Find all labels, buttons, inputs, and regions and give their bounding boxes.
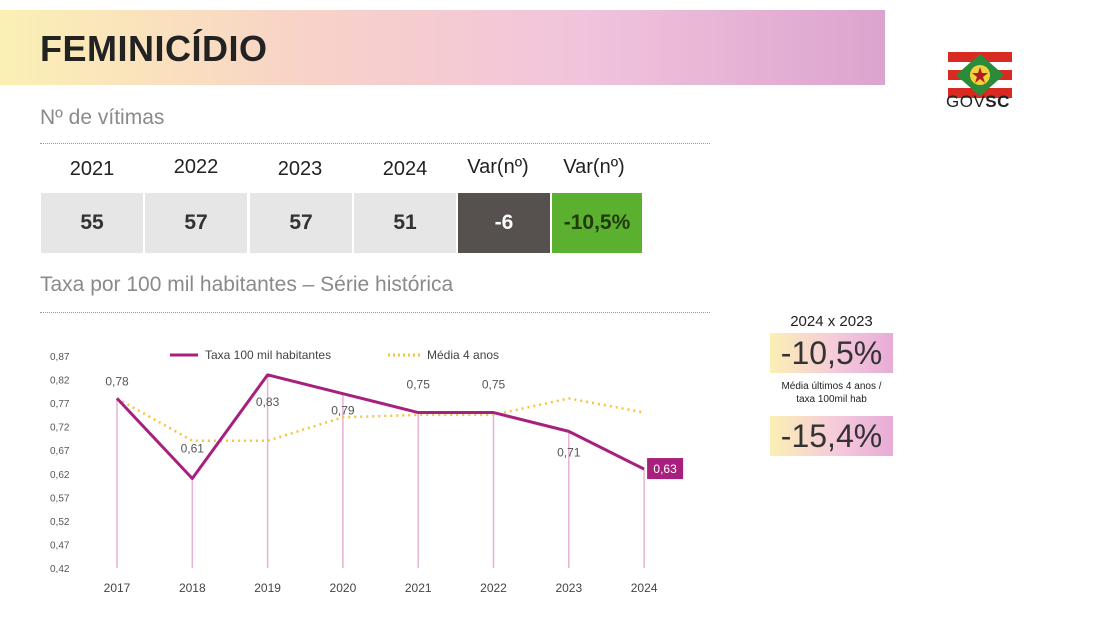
header-2022: 2022: [173, 156, 219, 178]
data-label: 0,63: [653, 462, 677, 476]
x-tick-label: 2024: [631, 581, 658, 595]
average-series: [116, 397, 645, 443]
x-tick-label: 2020: [330, 581, 357, 595]
rate-series: [115, 373, 645, 480]
data-label: 0,75: [407, 378, 431, 392]
divider: [40, 143, 710, 144]
x-tick-label: 2023: [555, 581, 582, 595]
gov-sc-logo: [948, 52, 1012, 98]
x-axis: 2017 2018 2019 2020 2021 2022 2023 2024: [104, 581, 658, 595]
logo-text: GOVSC: [946, 92, 1010, 111]
comparison-value-box: -10,5%: [770, 333, 893, 373]
average-label-line1: Média últimos 4 anos /: [781, 381, 882, 392]
data-label: 0,78: [105, 374, 129, 388]
page-title: FEMINICÍDIO: [40, 28, 268, 69]
value-2021: 55: [41, 193, 143, 253]
drop-lines: [116, 374, 645, 568]
value-var-count: -6: [458, 193, 550, 253]
highlight-label-box: [647, 458, 684, 480]
header-2021: 2021: [69, 158, 115, 180]
rate-section-title: Taxa por 100 mil habitantes – Série hist…: [40, 273, 454, 296]
x-tick-label: 2021: [405, 581, 432, 595]
legend-rate-label: Taxa 100 mil habitantes: [205, 348, 331, 362]
y-tick-label: 0,42: [50, 564, 70, 575]
y-tick-label: 0,77: [50, 399, 70, 410]
header-var-count: Var(nº): [467, 156, 529, 178]
y-tick-label: 0,67: [50, 446, 70, 457]
value-2024: 51: [354, 193, 456, 253]
data-label: 0,75: [482, 378, 506, 392]
value-var-percent: -10,5%: [552, 193, 642, 253]
y-tick-label: 0,47: [50, 540, 70, 551]
value-2022: 57: [145, 193, 247, 253]
y-tick-label: 0,57: [50, 493, 70, 504]
y-tick-label: 0,72: [50, 423, 70, 434]
comparison-value: -10,5%: [780, 334, 883, 371]
y-axis: 0,42 0,47 0,52 0,57 0,62 0,67 0,72 0,77 0,82 0,87: [50, 352, 70, 575]
header-2023: 2023: [277, 158, 323, 180]
average-line: [116, 397, 645, 443]
value-2023: 57: [250, 193, 352, 253]
rate-line: [115, 373, 645, 480]
average-label: Média últimos 4 anos / taxa 100mil hab: [770, 380, 893, 406]
x-tick-label: 2019: [254, 581, 281, 595]
data-labels: 0,78 0,61 0,83 0,79 0,75 0,75 0,71 0,63: [105, 374, 684, 480]
average-value: -15,4%: [780, 417, 883, 454]
y-tick-label: 0,82: [50, 376, 70, 387]
average-label-line2: taxa 100mil hab: [796, 394, 867, 405]
legend-average-label: Média 4 anos: [427, 348, 499, 362]
x-tick-label: 2018: [179, 581, 206, 595]
victims-header-row: 2021 2022 2023 2024 Var(nº) Var(nº): [40, 150, 650, 188]
y-tick-label: 0,62: [50, 470, 70, 481]
divider: [40, 312, 710, 313]
comparison-label: 2024 x 2023: [790, 313, 873, 330]
victims-section-title: Nº de vítimas: [40, 106, 165, 129]
data-label: 0,71: [557, 445, 581, 459]
data-label: 0,83: [256, 395, 280, 409]
y-tick-label: 0,87: [50, 352, 70, 363]
average-value-box: -15,4%: [770, 416, 893, 456]
header-var-percent: Var(nº): [563, 156, 625, 178]
data-label: 0,79: [331, 404, 355, 418]
header-2024: 2024: [382, 158, 428, 180]
x-tick-label: 2022: [480, 581, 507, 595]
title-banner: FEMINICÍDIO: [0, 10, 885, 85]
x-tick-label: 2017: [104, 581, 131, 595]
data-label: 0,61: [181, 441, 205, 455]
chart-legend: Taxa 100 mil habitantes Média 4 anos: [170, 348, 499, 362]
y-tick-label: 0,52: [50, 517, 70, 528]
